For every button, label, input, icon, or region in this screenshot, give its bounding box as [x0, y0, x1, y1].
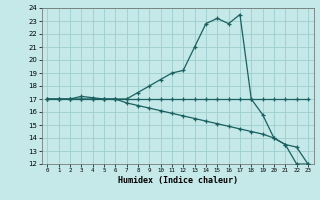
X-axis label: Humidex (Indice chaleur): Humidex (Indice chaleur) — [118, 176, 237, 185]
